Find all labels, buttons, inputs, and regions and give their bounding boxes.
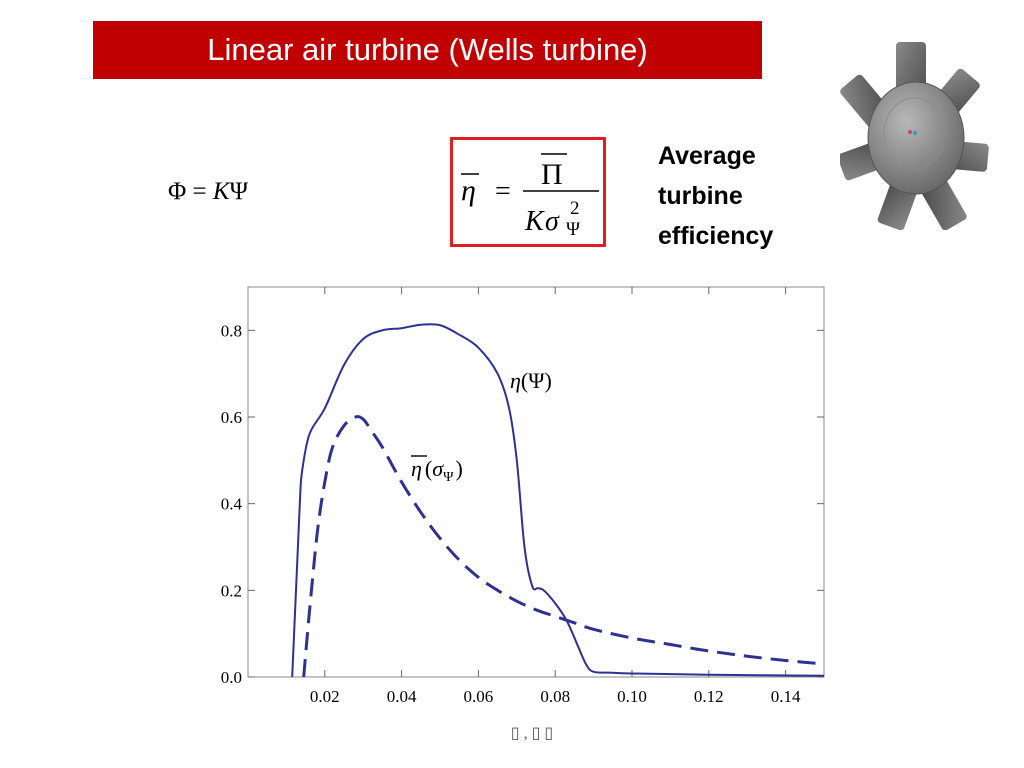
eq-den-k: K: [524, 206, 545, 237]
label-eta-psi-open: (: [521, 368, 528, 393]
caption-line-2: turbine: [658, 182, 743, 210]
plot-frame: [247, 286, 825, 678]
x-tick-label: 0.08: [540, 687, 570, 706]
label-eta-sigma-open: (: [425, 456, 432, 481]
axis-ticks: 0.02 0.04 0.06 0.08 0.10 0.12 0.14 0.0 0.2 0.4 0.6…: [221, 287, 824, 706]
y-tick-label: 0.6: [221, 408, 242, 427]
turbine-hub: [867, 81, 965, 195]
eq-den-sub: Ψ: [566, 219, 580, 240]
label-eta-psi-arg: Ψ: [528, 368, 545, 393]
label-eta-sigma: η (σΨ): [411, 456, 463, 485]
label-eta-sigma-close: ): [455, 456, 462, 481]
eq-equals: =: [192, 178, 207, 205]
y-tick-label: 0.8: [221, 321, 242, 340]
label-eta-psi-close: ): [544, 368, 551, 393]
x-tick-label: 0.04: [387, 687, 417, 706]
label-eta-sigma-sym: η: [411, 456, 422, 481]
efficiency-caption: Average turbine efficiency: [658, 136, 818, 256]
eq-psi: Ψ: [229, 178, 249, 205]
efficiency-chart-svg: 0.02 0.04 0.06 0.08 0.10 0.12 0.14 0.0 0.2 0.4 0.6…: [221, 286, 825, 742]
curves: [291, 323, 825, 678]
eq-equals-2: =: [495, 176, 511, 207]
caption-line-1: Average: [658, 142, 756, 170]
label-eta-psi-sym: η: [510, 368, 521, 393]
x-tick-label: 0.10: [617, 687, 647, 706]
label-eta-sigma-arg: σ: [432, 456, 444, 481]
efficiency-formula: η = Π K σ 2 Ψ: [461, 153, 599, 240]
turbine-center-mark: [908, 130, 912, 134]
x-tick-label: 0.06: [464, 687, 494, 706]
x-tick-label: 0.12: [694, 687, 724, 706]
y-tick-label: 0.0: [221, 668, 242, 687]
efficiency-formula-box: η = Π K σ 2 Ψ: [450, 137, 606, 247]
turbine-hub-ring: [883, 97, 945, 171]
eq-eta: η: [461, 174, 476, 207]
efficiency-chart: 0.02 0.04 0.06 0.08 0.10 0.12 0.14 0.0 0.2 0.4 0.6…: [180, 282, 840, 752]
eq-den-sigma: σ: [545, 206, 560, 237]
label-eta-psi: η(Ψ): [510, 368, 552, 393]
eq-den-sup: 2: [570, 198, 580, 219]
x-tick-label: 0.02: [310, 687, 340, 706]
caption-line-3: efficiency: [658, 222, 774, 250]
wells-turbine-rotor-icon: [837, 40, 990, 231]
y-tick-label: 0.2: [221, 581, 242, 600]
eq-k: K: [212, 178, 230, 205]
equation-phi-k-psi: Φ = KΨ: [168, 178, 248, 206]
eq-phi: Φ: [168, 178, 187, 205]
label-eta-sigma-sub: Ψ: [443, 470, 454, 485]
x-tick-label: 0.14: [771, 687, 801, 706]
slide-title: Linear air turbine (Wells turbine): [93, 21, 762, 79]
x-axis-label-glyph: ▯ , ▯ ▯: [511, 725, 553, 742]
curve-efficiency-solid: [291, 323, 825, 678]
y-tick-label: 0.4: [221, 495, 243, 514]
eq-pi: Π: [541, 158, 563, 191]
turbine-center-mark-2: [913, 131, 917, 135]
